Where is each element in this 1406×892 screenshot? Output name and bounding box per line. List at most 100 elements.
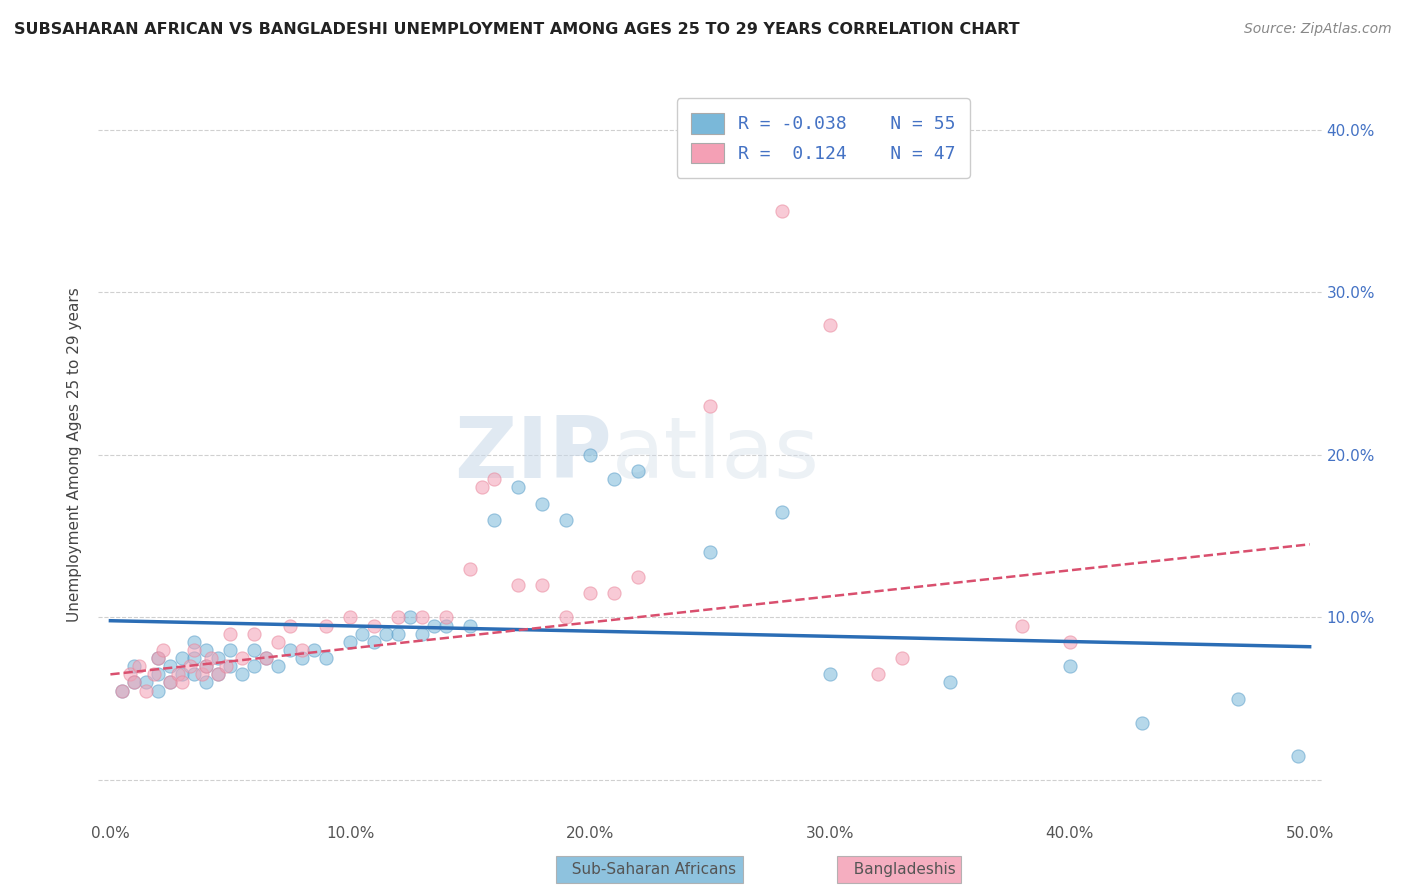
Point xyxy=(172,675,194,690)
Point xyxy=(172,667,194,681)
Point xyxy=(200,651,222,665)
Point xyxy=(890,651,912,665)
Point xyxy=(399,610,422,624)
Point xyxy=(411,626,433,640)
Point xyxy=(159,675,181,690)
Text: ZIP: ZIP xyxy=(454,413,612,497)
Point xyxy=(375,626,398,640)
Point xyxy=(423,618,446,632)
Point xyxy=(135,683,157,698)
Point xyxy=(128,659,150,673)
Text: Sub-Saharan Africans: Sub-Saharan Africans xyxy=(562,863,737,877)
Point xyxy=(471,480,494,494)
Point xyxy=(172,651,194,665)
Point xyxy=(159,675,181,690)
Point xyxy=(531,497,554,511)
Point xyxy=(555,610,578,624)
Point xyxy=(315,651,337,665)
Point xyxy=(458,562,481,576)
Point xyxy=(118,667,141,681)
Point xyxy=(231,651,253,665)
Point xyxy=(243,643,266,657)
Point xyxy=(411,610,433,624)
Point xyxy=(531,578,554,592)
Point xyxy=(339,610,361,624)
Point xyxy=(1286,748,1309,763)
Point xyxy=(214,659,236,673)
Point xyxy=(267,635,290,649)
Point xyxy=(183,635,205,649)
Point xyxy=(818,318,841,332)
Point xyxy=(124,675,146,690)
Point xyxy=(152,643,174,657)
Point xyxy=(207,667,229,681)
Point xyxy=(267,659,290,673)
Point xyxy=(434,610,457,624)
Point xyxy=(1130,716,1153,731)
Point xyxy=(243,659,266,673)
Point xyxy=(363,635,385,649)
Point xyxy=(219,643,242,657)
Point xyxy=(387,610,409,624)
Point xyxy=(254,651,277,665)
Point xyxy=(508,480,530,494)
Point xyxy=(195,643,218,657)
Point xyxy=(231,667,253,681)
Text: atlas: atlas xyxy=(612,413,820,497)
Point xyxy=(254,651,277,665)
Point xyxy=(111,683,134,698)
Point xyxy=(179,659,201,673)
Point xyxy=(1059,659,1081,673)
Point xyxy=(339,635,361,649)
Point xyxy=(434,618,457,632)
Point xyxy=(166,667,188,681)
Point xyxy=(939,675,962,690)
Point xyxy=(352,626,374,640)
Point xyxy=(243,626,266,640)
Point xyxy=(1226,691,1249,706)
Point xyxy=(627,570,650,584)
Point xyxy=(195,675,218,690)
Point xyxy=(111,683,134,698)
Point xyxy=(699,545,721,559)
Point xyxy=(770,204,793,219)
Point xyxy=(291,651,314,665)
Point xyxy=(363,618,385,632)
Point xyxy=(304,643,326,657)
Point xyxy=(124,659,146,673)
Point xyxy=(482,472,505,486)
Point xyxy=(148,651,170,665)
Point xyxy=(866,667,889,681)
Legend: R = -0.038    N = 55, R =  0.124    N = 47: R = -0.038 N = 55, R = 0.124 N = 47 xyxy=(676,98,970,178)
Point xyxy=(195,659,218,673)
Text: Bangladeshis: Bangladeshis xyxy=(844,863,955,877)
Point xyxy=(148,683,170,698)
Point xyxy=(818,667,841,681)
Y-axis label: Unemployment Among Ages 25 to 29 years: Unemployment Among Ages 25 to 29 years xyxy=(67,287,83,623)
Point xyxy=(579,448,602,462)
Point xyxy=(219,659,242,673)
Point xyxy=(387,626,409,640)
Point xyxy=(142,667,165,681)
Point xyxy=(219,626,242,640)
Point xyxy=(603,472,626,486)
Point xyxy=(482,513,505,527)
Point xyxy=(1011,618,1033,632)
Point xyxy=(135,675,157,690)
Point xyxy=(183,667,205,681)
Point xyxy=(278,618,301,632)
Point xyxy=(555,513,578,527)
Point xyxy=(278,643,301,657)
Point xyxy=(458,618,481,632)
Point xyxy=(195,659,218,673)
Point xyxy=(159,659,181,673)
Point xyxy=(699,399,721,413)
Point xyxy=(508,578,530,592)
Point xyxy=(190,667,212,681)
Point xyxy=(603,586,626,600)
Point xyxy=(124,675,146,690)
Point xyxy=(183,651,205,665)
Point xyxy=(207,651,229,665)
Point xyxy=(148,651,170,665)
Text: Source: ZipAtlas.com: Source: ZipAtlas.com xyxy=(1244,22,1392,37)
